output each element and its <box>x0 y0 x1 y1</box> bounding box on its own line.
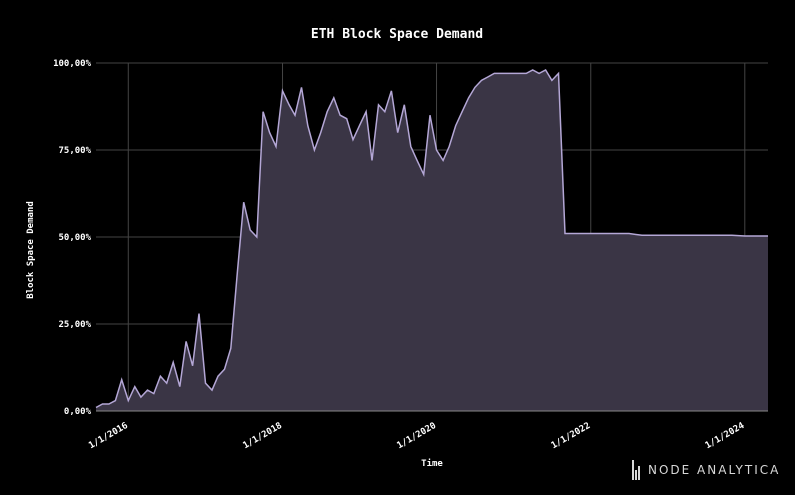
series-line <box>95 69 768 409</box>
y-axis-label: Block Space Demand <box>26 201 36 299</box>
bars-icon <box>632 460 642 480</box>
y-tick-label: 100,00% <box>53 59 92 69</box>
y-tick-label: 25,00% <box>58 320 91 330</box>
chart-title: ETH Block Space Demand <box>311 27 483 42</box>
y-tick-label: 50,00% <box>58 233 91 243</box>
brand-logo: NODE ANALYTICA <box>632 459 780 481</box>
x-tick-label: 1/1/2020 <box>395 421 438 451</box>
x-tick-label: 1/1/2024 <box>704 421 747 452</box>
y-tick-label: 75,00% <box>58 146 91 156</box>
x-axis-ticks: 1/1/2016 1/1/2018 1/1/2020 1/1/2022 1/1/2024 <box>87 421 747 452</box>
brand-name: NODE ANALYTICA <box>648 463 781 477</box>
y-axis-ticks: 0,00% 25,00% 50,00% 75,00% 100,00% <box>53 59 92 417</box>
x-axis-label: Time <box>421 458 443 469</box>
x-tick-label: 1/1/2018 <box>241 421 284 451</box>
x-tick-label: 1/1/2022 <box>550 421 593 451</box>
x-tick-label: 1/1/2016 <box>87 421 130 451</box>
area-fill <box>96 70 768 411</box>
y-tick-label: 0,00% <box>64 407 92 417</box>
